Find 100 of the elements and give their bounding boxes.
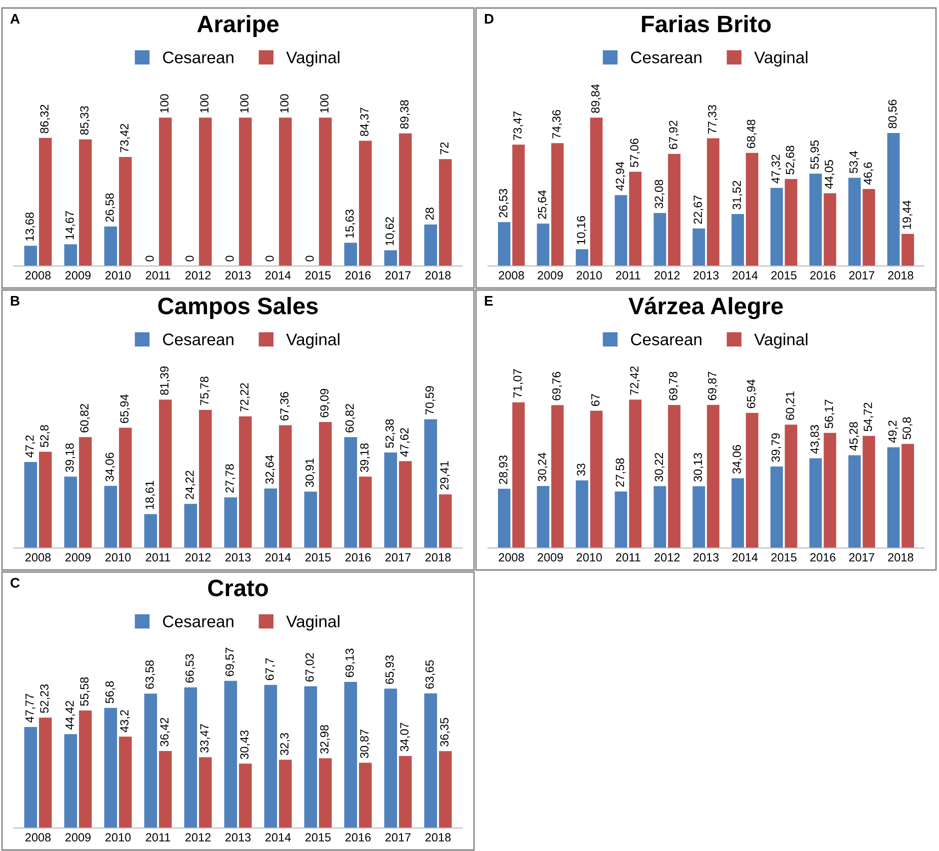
data-label: 45,28 xyxy=(849,422,860,451)
x-tick-label: 2015 xyxy=(305,271,331,280)
bar xyxy=(551,143,564,266)
data-label: 26,53 xyxy=(499,188,509,218)
data-label: 36,42 xyxy=(160,718,170,746)
bar xyxy=(344,437,358,548)
data-label: 30,87 xyxy=(360,730,370,758)
bar xyxy=(278,118,292,266)
data-label: 34,06 xyxy=(105,452,116,482)
bar xyxy=(78,139,92,266)
data-label: 52,68 xyxy=(786,146,796,174)
text: D xyxy=(484,14,494,24)
x-tick-label: 2011 xyxy=(616,271,640,280)
data-label: 67,92 xyxy=(669,120,679,150)
bar xyxy=(198,118,212,266)
data-label: 0 xyxy=(305,256,314,262)
bar xyxy=(732,478,744,548)
bar xyxy=(668,154,680,266)
data-label: 32,3 xyxy=(280,733,290,756)
x-tick-label: 2017 xyxy=(849,553,874,562)
bar xyxy=(629,400,642,548)
bar xyxy=(344,682,358,828)
data-label: 67 xyxy=(591,394,600,406)
data-label: 22,67 xyxy=(694,195,704,224)
data-label: 69,57 xyxy=(225,648,236,676)
data-label: 29,41 xyxy=(440,461,450,490)
bar xyxy=(358,140,372,266)
legend-label: Cesarean xyxy=(163,616,234,628)
bar xyxy=(184,687,198,828)
bar xyxy=(809,458,822,548)
data-label: 34,07 xyxy=(400,722,410,752)
bar xyxy=(576,249,588,266)
bar xyxy=(438,159,452,266)
data-label: 55,95 xyxy=(810,140,820,169)
legend-label: Cesarean xyxy=(163,334,234,346)
x-tick-label: 2011 xyxy=(146,271,170,280)
bar xyxy=(438,494,452,548)
data-label: 52,23 xyxy=(40,684,50,713)
data-label: 0 xyxy=(225,256,234,262)
data-label: 27,78 xyxy=(225,464,236,493)
data-label: 28,93 xyxy=(499,456,509,484)
data-label: 14,67 xyxy=(65,211,76,240)
data-label: 65,93 xyxy=(385,655,396,684)
data-label: 30,13 xyxy=(694,453,704,482)
bar xyxy=(64,476,78,548)
x-tick-label: 2017 xyxy=(385,271,411,280)
bar xyxy=(746,152,758,266)
bar xyxy=(224,680,238,828)
x-tick-label: 2012 xyxy=(654,271,680,280)
data-label: 72,22 xyxy=(240,383,250,412)
data-label: 69,78 xyxy=(669,372,679,400)
bar xyxy=(902,444,914,548)
text: A xyxy=(10,14,20,24)
data-label: 42,94 xyxy=(616,162,626,191)
bar xyxy=(384,688,398,828)
data-label: 100 xyxy=(320,94,329,113)
bar xyxy=(824,193,836,266)
x-tick-label: 2009 xyxy=(65,833,91,842)
bar xyxy=(902,234,914,266)
bar xyxy=(358,762,372,828)
x-tick-label: 2008 xyxy=(498,271,524,280)
bar xyxy=(24,462,38,548)
data-label: 81,39 xyxy=(160,366,170,395)
bar xyxy=(498,488,510,548)
bar xyxy=(24,726,38,828)
data-label: 28 xyxy=(425,208,434,220)
data-label: 73,47 xyxy=(513,112,524,140)
bar xyxy=(318,422,332,548)
bar xyxy=(512,402,525,548)
x-tick-label: 2015 xyxy=(305,833,331,842)
bar xyxy=(629,172,642,266)
bar xyxy=(264,488,278,548)
data-label: 66,53 xyxy=(185,654,196,683)
bar xyxy=(184,504,198,548)
data-label: 0 xyxy=(145,256,154,262)
data-label: 69,87 xyxy=(708,372,718,400)
data-label: 63,65 xyxy=(425,660,436,689)
bar xyxy=(424,693,438,828)
bar xyxy=(438,751,452,828)
bar xyxy=(64,734,78,828)
bar xyxy=(238,118,252,266)
legend-label: Vaginal xyxy=(286,615,340,631)
x-tick-label: 2012 xyxy=(185,833,211,842)
data-label: 13,68 xyxy=(25,212,36,241)
data-label: 73,42 xyxy=(120,124,130,152)
x-tick-label: 2018 xyxy=(888,553,914,562)
data-label: 50,8 xyxy=(902,417,912,440)
legend-label: Vaginal xyxy=(754,51,808,67)
data-label: 85,33 xyxy=(80,106,90,135)
bar xyxy=(158,750,172,828)
x-tick-label: 2008 xyxy=(25,553,51,562)
x-tick-label: 2010 xyxy=(105,271,131,280)
data-label: 60,82 xyxy=(80,404,90,432)
x-tick-label: 2014 xyxy=(265,271,291,280)
bar xyxy=(770,466,783,548)
data-label: 57,06 xyxy=(630,138,640,168)
bar xyxy=(144,514,158,548)
x-tick-label: 2017 xyxy=(385,553,411,562)
bar xyxy=(104,486,118,548)
data-label: 15,63 xyxy=(345,210,356,238)
